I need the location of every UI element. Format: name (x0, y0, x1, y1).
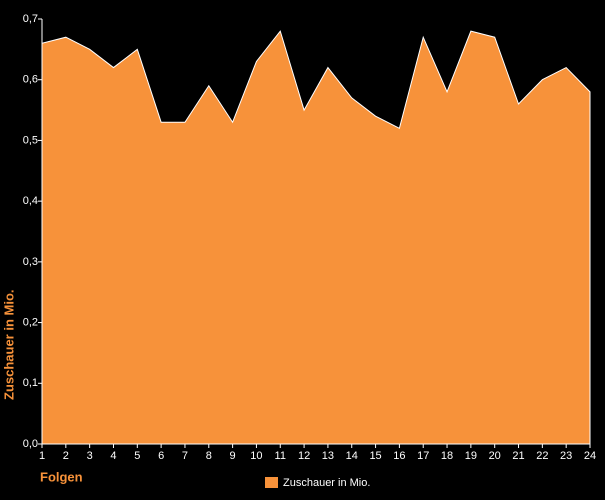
x-tick-label: 19 (465, 450, 477, 462)
x-tick-label: 3 (87, 450, 93, 462)
y-tick-label: 0,5 (23, 134, 38, 146)
x-tick-label: 7 (182, 450, 188, 462)
legend-label: Zuschauer in Mio. (283, 477, 370, 489)
x-tick-label: 22 (536, 450, 548, 462)
x-tick-label: 6 (158, 450, 164, 462)
x-tick-label: 18 (441, 450, 453, 462)
y-tick-label: 0,2 (23, 316, 38, 328)
x-tick-label: 21 (512, 450, 524, 462)
y-tick-label: 0,7 (23, 13, 38, 25)
x-tick-label: 16 (393, 450, 405, 462)
x-tick-label: 13 (322, 450, 334, 462)
x-tick-label: 20 (489, 450, 501, 462)
y-tick-label: 0,4 (23, 195, 38, 207)
x-tick-label: 4 (110, 450, 116, 462)
x-tick-label: 12 (298, 450, 310, 462)
x-tick-label: 1 (39, 450, 45, 462)
x-tick-label: 11 (275, 450, 286, 462)
x-tick-label: 17 (417, 450, 429, 462)
legend-swatch (265, 477, 278, 488)
x-tick-label: 2 (63, 450, 69, 462)
x-axis-label: Folgen (40, 469, 83, 484)
x-tick-label: 8 (206, 450, 212, 462)
x-tick-label: 24 (584, 450, 596, 462)
y-tick-label: 0,0 (23, 438, 38, 450)
y-axis-label: Zuschauer in Mio. (1, 289, 16, 400)
y-tick-label: 0,6 (23, 74, 38, 86)
x-tick-label: 15 (369, 450, 381, 462)
x-tick-label: 23 (560, 450, 572, 462)
y-tick-label: 0,1 (23, 377, 38, 389)
x-tick-label: 5 (134, 450, 140, 462)
x-tick-label: 14 (346, 450, 358, 462)
x-tick-label: 10 (250, 450, 262, 462)
x-tick-label: 9 (230, 450, 236, 462)
y-tick-label: 0,3 (23, 256, 38, 268)
area (41, 30, 591, 445)
